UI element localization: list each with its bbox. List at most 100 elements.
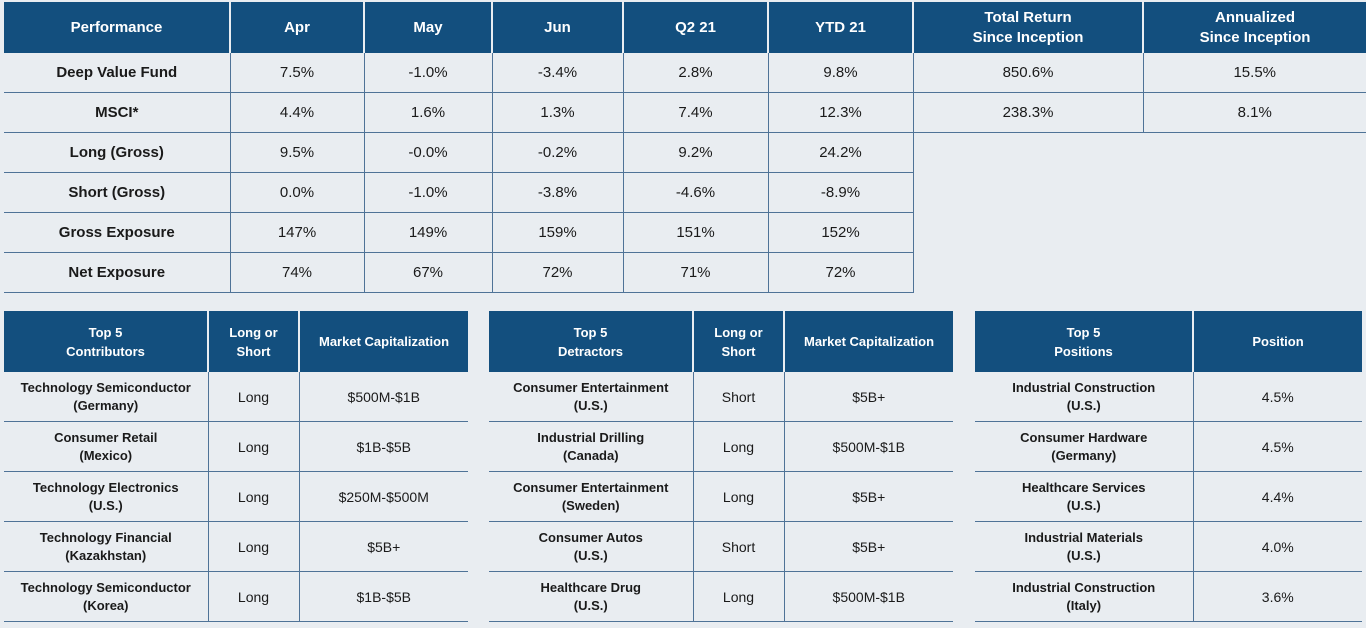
- holding-name: Technology Electronics (U.S.): [4, 471, 209, 522]
- header-line: Long or: [714, 324, 763, 340]
- holding-name: Technology Semiconductor (Germany): [4, 372, 209, 422]
- country-label: (U.S.): [573, 547, 608, 563]
- header-top5-positions: Top 5 Positions: [975, 311, 1194, 372]
- table-row: Technology Financial (Kazakhstan) Long $5…: [4, 521, 468, 572]
- cell-apr: 9.5%: [230, 132, 365, 173]
- header-line: Detractors: [557, 343, 624, 359]
- table-row: Long (Gross) 9.5% -0.0% -0.2% 9.2% 24.2%: [4, 132, 1366, 173]
- header-line: Positions: [1054, 343, 1113, 359]
- header-total-return-line1: Total Return: [984, 8, 1072, 26]
- header-line: Contributors: [66, 343, 145, 359]
- cell-ytd: 9.8%: [768, 53, 914, 93]
- header-market-cap: Market Capitalization: [299, 311, 468, 372]
- sector-label: Healthcare Drug: [540, 579, 641, 595]
- sector-label: Consumer Hardware: [1020, 429, 1148, 445]
- market-cap-cell: $5B+: [784, 372, 953, 422]
- empty-cell: [913, 133, 1366, 173]
- cell-total-return: 238.3%: [913, 92, 1144, 133]
- row-label: MSCI*: [4, 92, 231, 133]
- country-label: (U.S.): [1066, 397, 1101, 413]
- country-label: (Canada): [562, 447, 619, 463]
- cell-ytd: 152%: [768, 212, 914, 253]
- side-cell: Short: [693, 372, 785, 422]
- cell-apr: 74%: [230, 252, 365, 293]
- header-line: Long or: [229, 324, 278, 340]
- cell-q2: 7.4%: [623, 92, 769, 133]
- holding-name: Industrial Materials (U.S.): [975, 521, 1194, 572]
- cell-apr: 147%: [230, 212, 365, 253]
- table-row: Technology Semiconductor (Germany) Long $…: [4, 372, 468, 422]
- header-jun: Jun: [492, 2, 624, 53]
- holding-name: Industrial Drilling (Canada): [489, 421, 694, 472]
- country-label: (Korea): [82, 597, 129, 613]
- table-row: Healthcare Drug (U.S.) Long $500M-$1B: [489, 571, 953, 622]
- side-cell: Long: [208, 521, 300, 572]
- table-row: Industrial Construction (Italy) 3.6%: [975, 571, 1362, 622]
- empty-cell: [913, 213, 1366, 253]
- market-cap-cell: $1B-$5B: [299, 421, 468, 472]
- header-line: Top 5: [1066, 324, 1101, 340]
- cell-jun: 72%: [492, 252, 624, 293]
- table-row: Healthcare Services (U.S.) 4.4%: [975, 471, 1362, 522]
- side-cell: Long: [693, 421, 785, 472]
- market-cap-cell: $5B+: [784, 471, 953, 522]
- holding-name: Technology Financial (Kazakhstan): [4, 521, 209, 572]
- cell-may: -1.0%: [364, 53, 493, 93]
- cell-jun: -0.2%: [492, 132, 624, 173]
- performance-header-row: Performance Apr May Jun Q2 21 YTD 21 Tot…: [4, 2, 1366, 53]
- header-market-cap: Market Capitalization: [784, 311, 953, 372]
- sector-label: Consumer Autos: [538, 529, 643, 545]
- side-cell: Long: [208, 372, 300, 422]
- table-row: Technology Electronics (U.S.) Long $250M-…: [4, 471, 468, 522]
- cell-annualized: 15.5%: [1143, 53, 1366, 93]
- table-row: Short (Gross) 0.0% -1.0% -3.8% -4.6% -8.…: [4, 172, 1366, 213]
- table-row: MSCI* 4.4% 1.6% 1.3% 7.4% 12.3% 238.3% 8…: [4, 92, 1366, 133]
- country-label: (U.S.): [1066, 547, 1101, 563]
- header-may: May: [364, 2, 493, 53]
- table-row: Gross Exposure 147% 149% 159% 151% 152%: [4, 212, 1366, 253]
- table-row: Consumer Hardware (Germany) 4.5%: [975, 421, 1362, 472]
- positions-table: Top 5 Positions Position Industrial Cons…: [975, 311, 1362, 622]
- row-label: Deep Value Fund: [4, 53, 231, 93]
- holding-name: Consumer Entertainment (Sweden): [489, 471, 694, 522]
- table-row: Technology Semiconductor (Korea) Long $1B…: [4, 571, 468, 622]
- cell-q2: 9.2%: [623, 132, 769, 173]
- header-line: Top 5: [573, 324, 608, 340]
- table-row: Industrial Construction (U.S.) 4.5%: [975, 372, 1362, 422]
- country-label: (Italy): [1066, 597, 1102, 613]
- header-performance: Performance: [4, 2, 231, 53]
- country-label: (Sweden): [561, 497, 620, 513]
- cell-ytd: 24.2%: [768, 132, 914, 173]
- country-label: (Mexico): [79, 447, 133, 463]
- header-long-or-short: Long or Short: [208, 311, 300, 372]
- market-cap-cell: $500M-$1B: [784, 571, 953, 622]
- table-row: Consumer Entertainment (U.S.) Short $5B+: [489, 372, 953, 422]
- performance-table: Performance Apr May Jun Q2 21 YTD 21 Tot…: [4, 2, 1366, 293]
- holding-name: Healthcare Services (U.S.): [975, 471, 1194, 522]
- header-total-return-line2: Since Inception: [972, 28, 1084, 46]
- table-row: Industrial Drilling (Canada) Long $500M-$…: [489, 421, 953, 472]
- detractors-header-row: Top 5 Detractors Long or Short Market Ca…: [489, 311, 953, 372]
- cell-jun: -3.8%: [492, 172, 624, 213]
- market-cap-cell: $1B-$5B: [299, 571, 468, 622]
- holding-name: Industrial Construction (U.S.): [975, 372, 1194, 422]
- cell-apr: 4.4%: [230, 92, 365, 133]
- country-label: (Kazakhstan): [65, 547, 147, 563]
- header-apr: Apr: [230, 2, 365, 53]
- header-line: Top 5: [88, 324, 123, 340]
- header-annualized: Annualized Since Inception: [1143, 2, 1366, 53]
- side-cell: Short: [693, 521, 785, 572]
- cell-may: 1.6%: [364, 92, 493, 133]
- country-label: (Germany): [73, 397, 139, 413]
- table-row: Consumer Autos (U.S.) Short $5B+: [489, 521, 953, 572]
- contributors-header-row: Top 5 Contributors Long or Short Market …: [4, 311, 468, 372]
- detractors-table: Top 5 Detractors Long or Short Market Ca…: [489, 311, 953, 622]
- cell-ytd: -8.9%: [768, 172, 914, 213]
- position-cell: 4.5%: [1193, 421, 1362, 472]
- table-row: Industrial Materials (U.S.) 4.0%: [975, 521, 1362, 572]
- holding-name: Consumer Retail (Mexico): [4, 421, 209, 472]
- cell-q2: 71%: [623, 252, 769, 293]
- row-label: Net Exposure: [4, 252, 231, 293]
- holding-name: Technology Semiconductor (Korea): [4, 571, 209, 622]
- contributors-table: Top 5 Contributors Long or Short Market …: [4, 311, 468, 622]
